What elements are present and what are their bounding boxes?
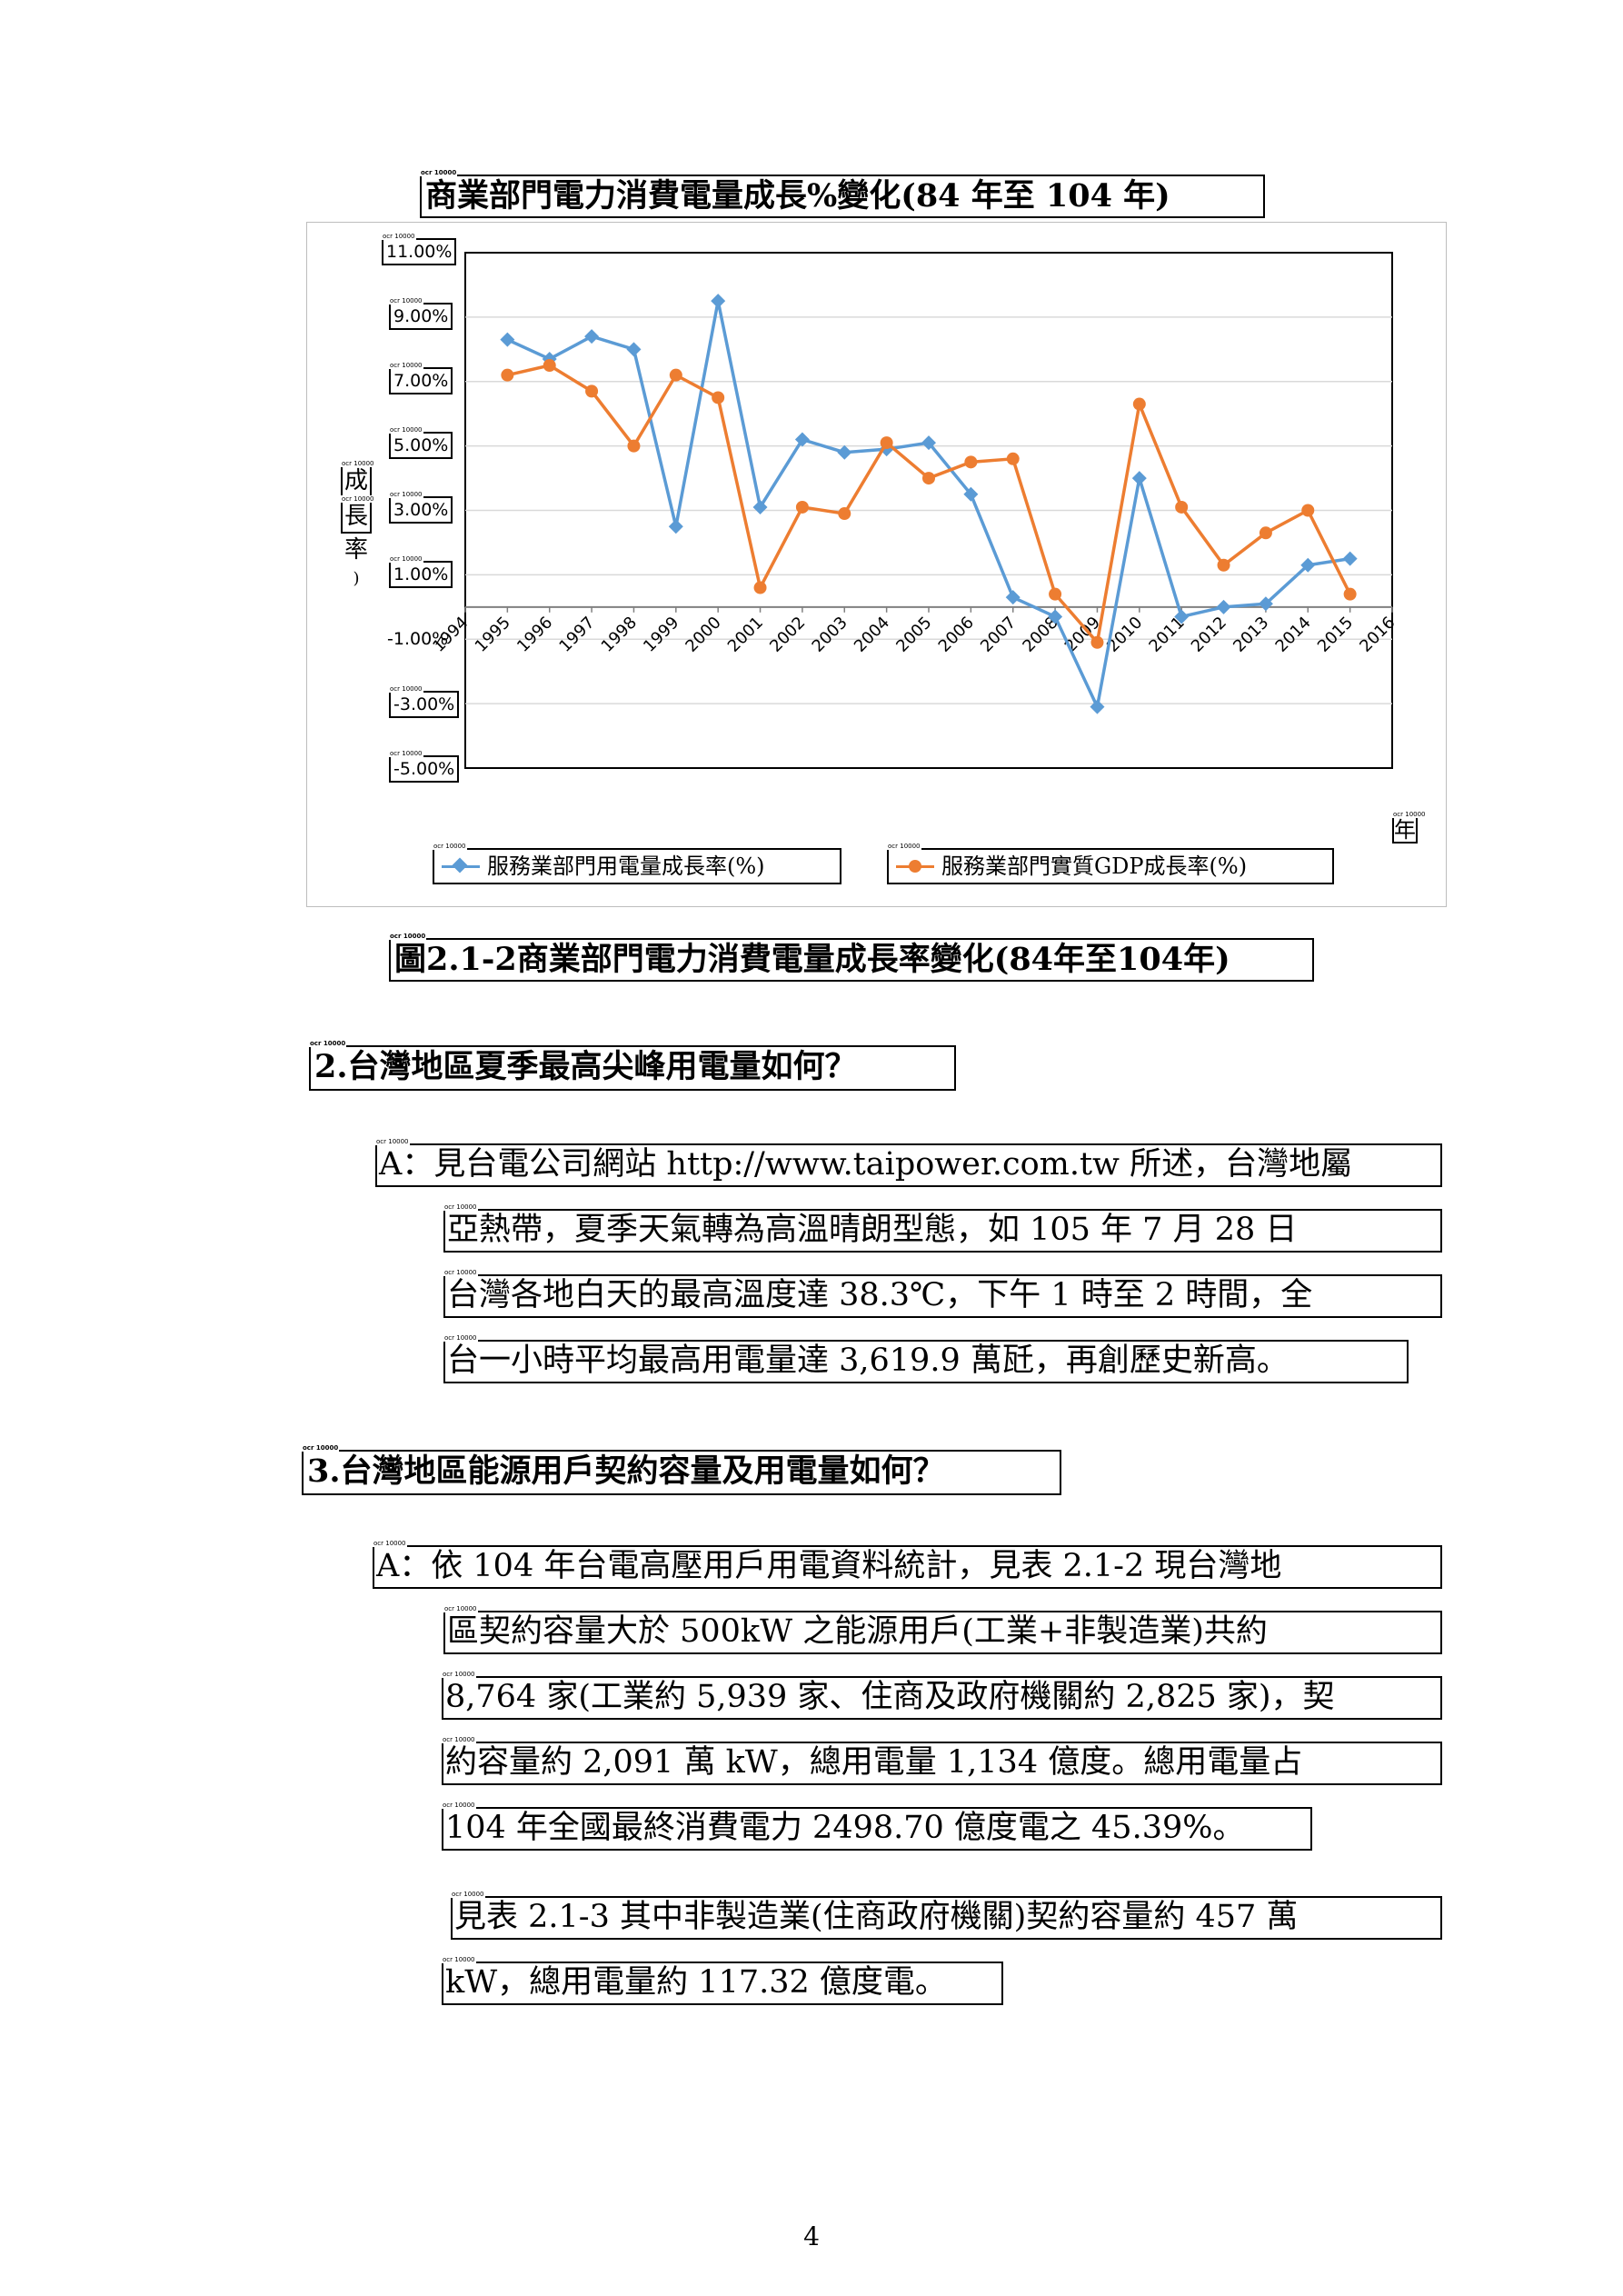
data-point-circle	[1175, 500, 1189, 514]
data-point-diamond	[1174, 609, 1190, 624]
answer-2-line: ocr 10000 亞熱帶，夏季天氣轉為高溫晴朗型態，如 105 年 7 月 28…	[443, 1203, 1442, 1253]
data-point-circle	[585, 384, 599, 398]
y-tick-label: ocr 10000 -3.00%	[389, 685, 460, 718]
x-axis-unit-label: ocr 10000 年	[1392, 811, 1427, 844]
data-point-diamond	[1090, 699, 1105, 714]
figure-caption: ocr 10000 圖2.1-2商業部門電力消費電量成長率變化(84年至104年…	[389, 933, 1314, 982]
data-point-circle	[753, 581, 767, 594]
data-point-circle	[1259, 526, 1272, 540]
x-tick-label: 1996	[513, 613, 556, 655]
data-point-circle	[501, 368, 514, 382]
y-tick-label: ocr 10000 5.00%	[389, 426, 453, 459]
data-point-diamond	[837, 444, 852, 460]
legend-item-electricity: ocr 10000 服務業部門用電量成長率(%)	[433, 843, 841, 884]
answer-2-line: ocr 10000 A：見台電公司網站 http://www.taipower.c…	[375, 1138, 1442, 1187]
x-tick-label: 1997	[555, 613, 598, 655]
data-point-circle	[922, 472, 935, 485]
x-tick-label: 2013	[1230, 613, 1272, 655]
x-tick-label: 2004	[851, 613, 893, 655]
y-axis-label-char: ocr 10000 長	[341, 495, 375, 534]
data-point-circle	[627, 439, 641, 453]
data-point-diamond	[794, 432, 810, 447]
data-point-diamond	[711, 294, 726, 309]
answer-3-line: ocr 10000 約容量約 2,091 萬 kW，總用電量 1,134 億度。總…	[442, 1736, 1442, 1785]
x-tick-label: 2005	[892, 613, 935, 655]
x-tick-label: 2012	[1188, 613, 1230, 655]
data-point-diamond	[1131, 471, 1147, 486]
chart-frame	[306, 222, 1447, 907]
answer-3-line: ocr 10000 8,764 家(工業約 5,939 家、住商及政府機關約 2,…	[442, 1671, 1442, 1720]
data-point-circle	[838, 507, 851, 521]
data-point-diamond	[668, 519, 683, 534]
data-point-diamond	[963, 486, 979, 502]
data-point-diamond	[1005, 590, 1021, 605]
data-point-circle	[795, 500, 809, 514]
y-tick-label: ocr 10000 9.00%	[389, 297, 453, 330]
data-point-diamond	[584, 329, 600, 344]
data-point-circle	[1217, 558, 1230, 572]
y-axis-label-char: ocr 10000 成	[341, 460, 375, 498]
answer-2-line: ocr 10000 台一小時平均最高用電量達 3,619.9 萬瓩，再創歷史新高。	[443, 1334, 1409, 1383]
data-point-circle	[1006, 452, 1020, 465]
data-point-circle	[1049, 587, 1062, 601]
data-point-circle	[1301, 504, 1315, 517]
y-tick-label: ocr 10000 -5.00%	[389, 750, 460, 783]
answer-3-line: ocr 10000 104 年全國最終消費電力 2498.70 億度電之 45.3…	[442, 1802, 1312, 1851]
data-point-circle	[1132, 397, 1146, 411]
data-point-diamond	[1258, 596, 1273, 612]
line-chart: 1994 1995 1996 1997 1998 1999 2000 2001 2002 2003…	[429, 252, 1399, 769]
page-number: 4	[803, 2221, 820, 2251]
answer-3-extra-line: ocr 10000 見表 2.1-3 其中非製造業(住商政府機關)契約容量約 45…	[451, 1891, 1442, 1940]
y-axis-label-char: 率	[344, 536, 368, 564]
series-line	[506, 300, 1350, 713]
legend-marker-circle	[909, 860, 921, 873]
legend-item-gdp: ocr 10000 服務業部門實質GDP成長率(%)	[887, 843, 1334, 884]
data-point-diamond	[921, 435, 936, 451]
x-tick-label: 2003	[809, 613, 851, 655]
data-point-diamond	[1342, 551, 1358, 566]
answer-3-extra-line: ocr 10000 kW，總用電量約 117.32 億度電。	[442, 1956, 1003, 2005]
y-tick-label: ocr 10000 7.00%	[389, 362, 453, 394]
data-point-diamond	[500, 332, 515, 347]
chart-title: ocr 10000 商業部門電力消費電量成長%變化(84 年至 104 年)	[420, 169, 1265, 218]
x-tick-label: 2007	[977, 613, 1020, 655]
x-tick-label: 1998	[598, 613, 641, 655]
data-point-diamond	[1048, 609, 1063, 624]
x-tick-label: 2000	[682, 613, 724, 655]
data-point-circle	[1343, 587, 1357, 601]
data-point-diamond	[752, 499, 768, 514]
data-point-circle	[543, 359, 556, 373]
x-tick-label: 2002	[766, 613, 809, 655]
answer-2-line: ocr 10000 台灣各地白天的最高溫度達 38.3℃，下午 1 時至 2 時間…	[443, 1269, 1442, 1318]
y-axis-label-paren: )	[353, 569, 360, 588]
answer-3-line: ocr 10000 區契約容量大於 500kW 之能源用戶(工業+非製造業)共約	[443, 1605, 1442, 1654]
y-tick-label: -1.00%	[387, 629, 449, 649]
data-point-circle	[880, 436, 893, 450]
x-tick-label: 1995	[472, 613, 514, 655]
data-point-circle	[712, 391, 725, 404]
y-tick-label: ocr 10000 1.00%	[389, 555, 453, 588]
x-tick-label: 1999	[640, 613, 682, 655]
x-tick-label: 2001	[724, 613, 767, 655]
data-point-circle	[1090, 635, 1104, 649]
question-3-heading: ocr 10000 3.台灣地區能源用戶契約容量及用電量如何？	[302, 1444, 1061, 1495]
data-point-diamond	[1216, 599, 1231, 614]
x-tick-label: 2014	[1272, 613, 1315, 655]
data-point-diamond	[1300, 557, 1316, 573]
data-point-circle	[964, 455, 978, 469]
legend-marker-diamond	[452, 857, 468, 873]
answer-3-line: ocr 10000 A：依 104 年台電高壓用戶用電資料統計，見表 2.1-2 …	[373, 1540, 1442, 1589]
data-point-diamond	[626, 342, 642, 357]
y-tick-label: ocr 10000 11.00%	[382, 233, 457, 265]
y-tick-label: ocr 10000 3.00%	[389, 491, 453, 524]
question-2-heading: ocr 10000 2.台灣地區夏季最高尖峰用電量如何？	[309, 1040, 956, 1091]
x-tick-label: 2015	[1314, 613, 1357, 655]
data-point-circle	[669, 368, 682, 382]
x-tick-label: 2006	[935, 613, 978, 655]
